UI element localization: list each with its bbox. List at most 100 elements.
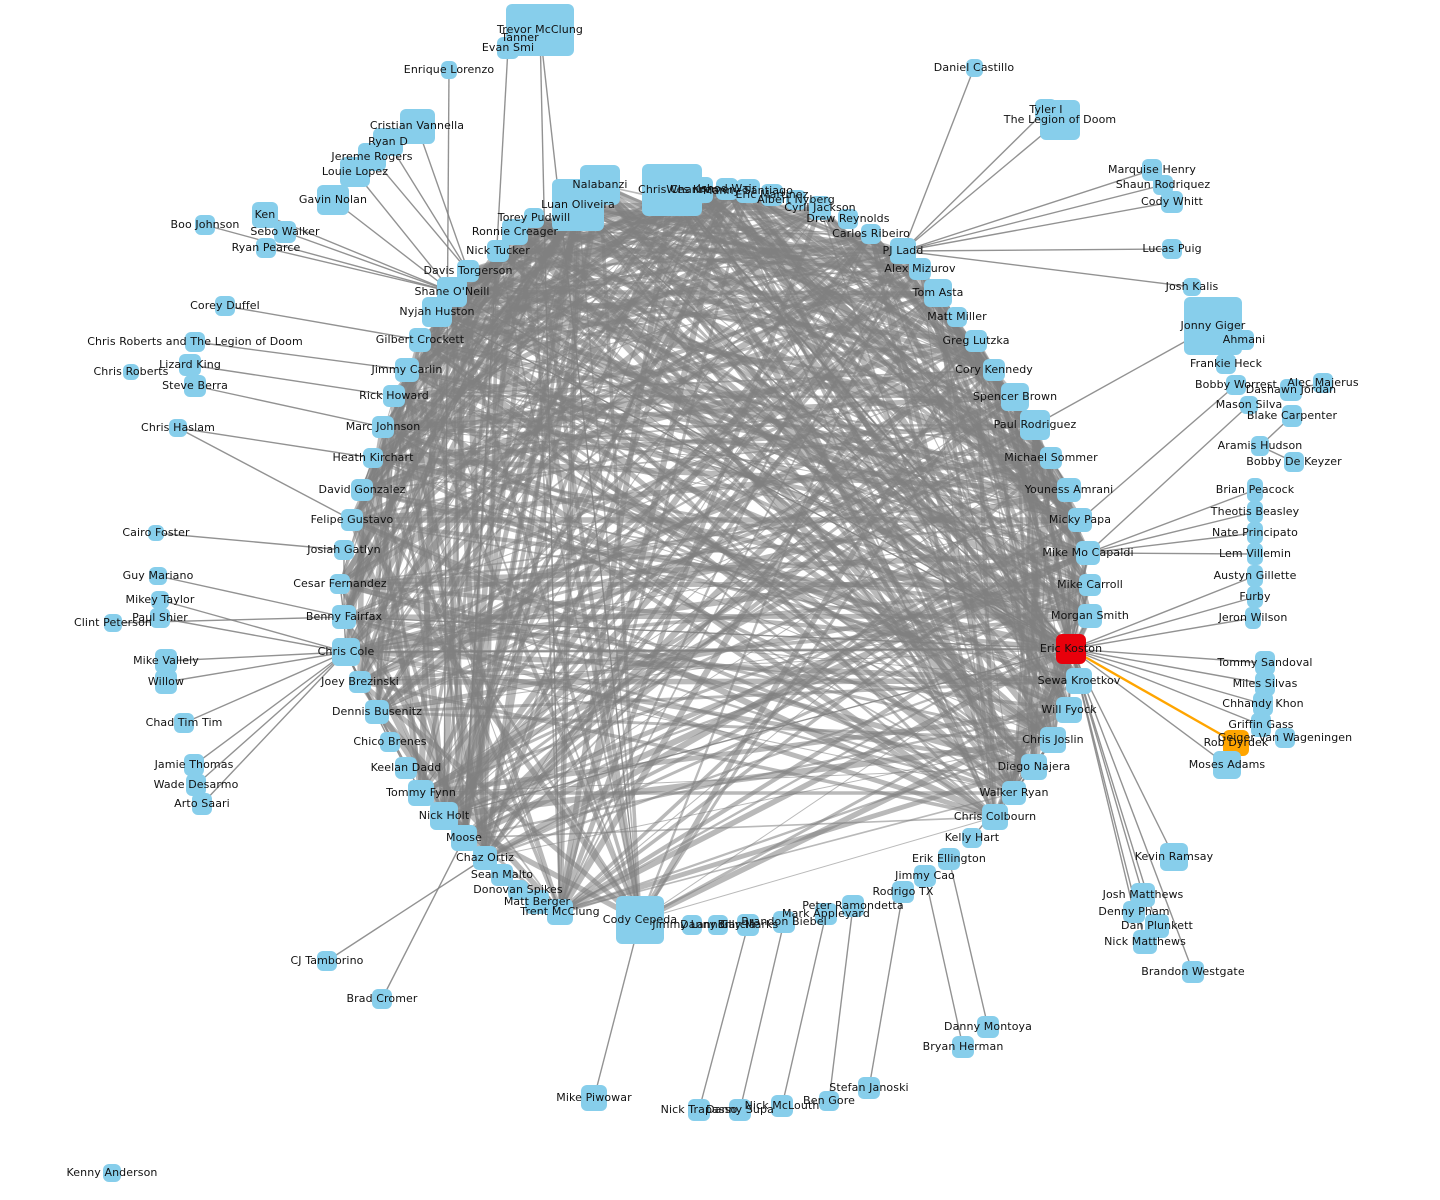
- graph-node[interactable]: [1251, 436, 1269, 456]
- graph-node[interactable]: [892, 881, 914, 903]
- graph-node[interactable]: [809, 196, 831, 220]
- graph-node[interactable]: [1216, 354, 1236, 374]
- graph-node[interactable]: [1040, 447, 1062, 469]
- graph-node[interactable]: [1313, 373, 1333, 393]
- graph-node[interactable]: [861, 224, 881, 244]
- graph-node[interactable]: [1056, 697, 1082, 723]
- graph-node[interactable]: [1284, 452, 1304, 472]
- graph-node[interactable]: [947, 307, 967, 327]
- graph-node[interactable]: [1078, 604, 1102, 628]
- graph-node[interactable]: [332, 638, 360, 666]
- graph-node[interactable]: [952, 1036, 974, 1058]
- graph-node[interactable]: [737, 914, 759, 936]
- graph-node[interactable]: [1020, 410, 1050, 440]
- graph-node[interactable]: [525, 890, 549, 914]
- graph-node[interactable]: [349, 671, 371, 693]
- graph-node[interactable]: [399, 108, 435, 144]
- graph-node[interactable]: [962, 828, 982, 848]
- graph-node[interactable]: [965, 330, 987, 352]
- graph-node[interactable]: [982, 804, 1008, 830]
- graph-node[interactable]: [786, 190, 806, 210]
- graph-node[interactable]: [149, 567, 167, 585]
- graph-node[interactable]: [1247, 478, 1263, 502]
- graph-node[interactable]: [123, 364, 139, 380]
- graph-node[interactable]: [1255, 651, 1275, 675]
- graph-node[interactable]: [773, 911, 795, 933]
- graph-node[interactable]: [395, 757, 417, 779]
- graph-node[interactable]: [317, 951, 337, 971]
- graph-node[interactable]: [1057, 478, 1081, 502]
- graph-node[interactable]: [103, 1164, 121, 1182]
- graph-node[interactable]: [1182, 961, 1204, 983]
- graph-node[interactable]: [363, 448, 383, 468]
- graph-node[interactable]: [1226, 375, 1246, 395]
- graph-node[interactable]: [977, 1016, 999, 1038]
- graph-node[interactable]: [1068, 508, 1092, 532]
- graph-node[interactable]: [688, 1099, 710, 1121]
- graph-node[interactable]: [914, 865, 936, 887]
- graph-node[interactable]: [1282, 405, 1302, 427]
- graph-node[interactable]: [186, 774, 206, 796]
- graph-node[interactable]: [771, 1095, 793, 1117]
- graph-node[interactable]: [965, 59, 983, 77]
- graph-node[interactable]: [174, 713, 194, 733]
- graph-node[interactable]: [508, 880, 528, 900]
- graph-node[interactable]: [1253, 692, 1273, 716]
- graph-node[interactable]: [858, 1077, 880, 1099]
- graph-node[interactable]: [457, 260, 479, 282]
- graph-node[interactable]: [256, 238, 276, 258]
- graph-node[interactable]: [1123, 901, 1145, 923]
- graph-node[interactable]: [365, 700, 389, 724]
- graph-node[interactable]: [1247, 522, 1263, 544]
- graph-node[interactable]: [148, 525, 164, 541]
- graph-node[interactable]: [581, 1085, 607, 1111]
- graph-node[interactable]: [1247, 565, 1263, 587]
- graph-node[interactable]: [1247, 543, 1263, 565]
- graph-node[interactable]: [215, 296, 235, 316]
- graph-node[interactable]: [1184, 297, 1242, 355]
- graph-node[interactable]: [334, 540, 354, 560]
- graph-node[interactable]: [104, 614, 122, 632]
- graph-node[interactable]: [185, 332, 205, 352]
- graph-node[interactable]: [341, 509, 363, 531]
- graph-node[interactable]: [274, 221, 296, 243]
- graph-node[interactable]: [716, 178, 738, 200]
- graph-node[interactable]: [184, 754, 204, 776]
- graph-node[interactable]: [340, 157, 370, 187]
- graph-node[interactable]: [380, 732, 400, 752]
- graph-node[interactable]: [983, 359, 1005, 381]
- graph-node[interactable]: [1040, 100, 1080, 140]
- graph-node[interactable]: [1275, 728, 1295, 748]
- graph-node[interactable]: [938, 848, 960, 870]
- graph-node[interactable]: [317, 185, 349, 215]
- graph-node[interactable]: [372, 989, 392, 1009]
- graph-node[interactable]: [687, 177, 713, 203]
- graph-node[interactable]: [487, 240, 509, 262]
- graph-node[interactable]: [1056, 634, 1086, 664]
- graph-node[interactable]: [1076, 541, 1100, 565]
- graph-node[interactable]: [1133, 930, 1157, 954]
- graph-node[interactable]: [372, 416, 394, 438]
- graph-node[interactable]: [1079, 574, 1101, 596]
- graph-node[interactable]: [1002, 781, 1026, 805]
- graph-node[interactable]: [1247, 501, 1263, 523]
- graph-node[interactable]: [1213, 751, 1241, 779]
- graph-node[interactable]: [441, 61, 457, 79]
- graph-node[interactable]: [1162, 239, 1182, 259]
- graph-node[interactable]: [451, 825, 477, 851]
- graph-node[interactable]: [524, 208, 544, 228]
- graph-node[interactable]: [151, 591, 169, 609]
- graph-node[interactable]: [552, 179, 604, 231]
- graph-node[interactable]: [1021, 754, 1047, 780]
- graph-node[interactable]: [332, 605, 356, 629]
- graph-node[interactable]: [1280, 379, 1302, 401]
- graph-node[interactable]: [708, 915, 728, 935]
- graph-node[interactable]: [1234, 330, 1254, 350]
- graph-node[interactable]: [1240, 396, 1258, 414]
- graph-node[interactable]: [1161, 191, 1183, 213]
- graph-node[interactable]: [616, 896, 664, 944]
- graph-node[interactable]: [192, 793, 212, 815]
- graph-node[interactable]: [1066, 668, 1092, 694]
- graph-node[interactable]: [736, 179, 760, 203]
- graph-node[interactable]: [422, 297, 452, 327]
